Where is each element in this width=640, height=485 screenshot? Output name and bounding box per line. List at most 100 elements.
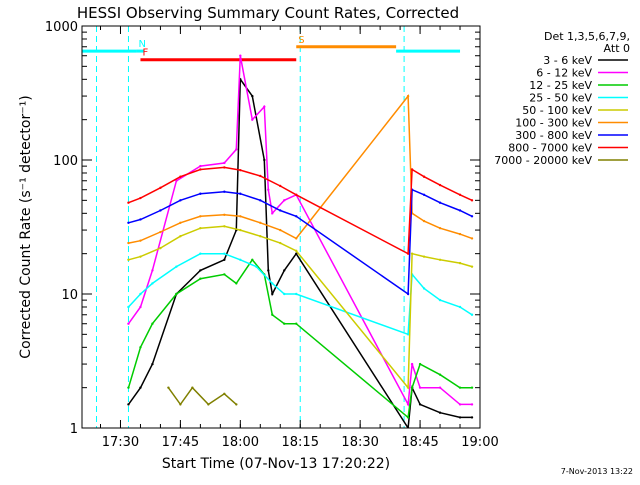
series-4-point-6: [239, 228, 242, 232]
series-2-point-5: [223, 273, 226, 276]
series-5-point-1: [139, 239, 142, 242]
series-0-point-2: [151, 362, 154, 366]
series-1-point-17: [438, 386, 442, 389]
series-5-point-4: [199, 215, 202, 218]
series-5-point-3: [179, 221, 182, 224]
series-6-point-4: [199, 192, 202, 195]
series-3-point-10: [295, 292, 298, 296]
series-line-5: [128, 94, 473, 244]
series-6-point-13: [438, 201, 442, 204]
y-tick-label-2: 100: [53, 154, 78, 169]
series-3-point-13: [422, 287, 426, 290]
series-2-point-16: [458, 386, 462, 389]
series-6-point-2: [159, 209, 162, 212]
series-line-0: [127, 77, 472, 428]
series-0-point-0: [127, 403, 130, 406]
series-3-point-0: [127, 305, 130, 309]
series-6-point-3: [179, 199, 182, 202]
chart-title: HESSI Observing Summary Count Rates, Cor…: [77, 4, 459, 22]
series-8-point-4: [223, 392, 226, 395]
series-7-point-9: [295, 193, 298, 196]
series-1-point-3: [175, 179, 178, 182]
series-0-point-10: [267, 269, 270, 272]
series-5-point-2: [159, 230, 162, 234]
x-tick-label-4: 18:30: [341, 435, 378, 450]
series-7-point-13: [438, 183, 442, 187]
series-5-point-7: [259, 221, 262, 224]
legend-label-5: 100 - 300 keV: [515, 117, 592, 130]
series-5-point-13: [438, 226, 442, 230]
state-bar-label-1: N: [138, 39, 145, 50]
x-tick-label-0: 17:30: [102, 435, 139, 450]
series-5-point-0: [127, 241, 130, 245]
series-1-point-11: [271, 212, 274, 215]
state-bar-label-2: F: [142, 48, 148, 59]
series-2-point-7: [251, 258, 254, 261]
series-3-point-16: [470, 313, 474, 316]
series-7-point-10: [406, 252, 410, 255]
series-3-point-6: [239, 258, 242, 261]
series-8-point-2: [191, 386, 194, 389]
series-2-point-3: [175, 292, 178, 296]
x-axis-label: Start Time (07-Nov-13 17:20:22): [162, 456, 390, 472]
series-0-point-19: [470, 416, 474, 419]
series-6-point-14: [458, 209, 462, 212]
series-0-point-13: [295, 252, 298, 255]
y-tick-label-3: 1000: [45, 20, 78, 35]
series-3-point-11: [406, 333, 410, 336]
series-line-8: [167, 386, 237, 406]
series-0-point-11: [271, 292, 274, 296]
series-0-point-4: [199, 269, 202, 272]
series-3-point-4: [199, 252, 202, 255]
series-1-point-8: [251, 118, 254, 121]
series-2-point-6: [235, 282, 238, 285]
series-line-4: [128, 225, 473, 390]
series-4-point-8: [279, 241, 282, 245]
x-tick-label-3: 18:15: [282, 435, 319, 450]
series-6-point-9: [295, 215, 298, 218]
series-1-point-19: [470, 403, 474, 406]
series-7-point-14: [458, 193, 462, 196]
series-8-point-5: [235, 403, 238, 406]
series-1-point-9: [263, 105, 266, 108]
series-2-point-11: [295, 322, 298, 325]
series-3-point-14: [438, 298, 442, 302]
x-axis: 17:30 17:45 18:00 18:15 18:30 18:45 19:00: [100, 26, 499, 450]
series-5-point-9: [295, 237, 298, 240]
series-1-point-1: [139, 305, 142, 309]
series-3-point-7: [255, 265, 258, 268]
series-1-point-7: [239, 54, 242, 57]
series-2-point-17: [470, 386, 474, 389]
series-5-point-5: [223, 213, 226, 216]
series-6-point-12: [422, 193, 426, 196]
series-4-point-5: [223, 225, 226, 228]
series-1-point-18: [458, 403, 462, 406]
series-4-point-4: [199, 226, 202, 230]
series-4-point-10: [406, 386, 410, 389]
series-4-point-14: [458, 261, 462, 265]
y-tick-label-1: 10: [61, 288, 78, 303]
series-7-point-2: [159, 186, 162, 190]
series-6-point-1: [139, 218, 142, 221]
series-7-point-8: [279, 184, 282, 188]
series-4-point-13: [438, 258, 442, 261]
y-axis: 1 10 100 1000: [45, 20, 480, 437]
series-1-point-0: [127, 322, 130, 325]
series-2-point-14: [418, 362, 422, 366]
series-3-point-5: [223, 252, 226, 255]
series-7-point-1: [139, 196, 142, 200]
series-2-point-15: [438, 373, 442, 376]
series-4-point-2: [159, 246, 162, 250]
series-6-point-15: [470, 215, 474, 218]
series-7-point-6: [239, 168, 242, 172]
series-1-point-4: [199, 164, 202, 168]
series-3-point-2: [151, 282, 154, 285]
legend-label-1: 6 - 12 keV: [536, 67, 592, 80]
legend-header-1: Det 1,3,5,6,7,9,: [544, 30, 630, 43]
footer-date: 7-Nov-2013 13:22: [561, 467, 633, 476]
series-6-point-10: [406, 292, 410, 296]
series-4-point-1: [139, 255, 142, 258]
series-3-point-15: [458, 305, 462, 309]
